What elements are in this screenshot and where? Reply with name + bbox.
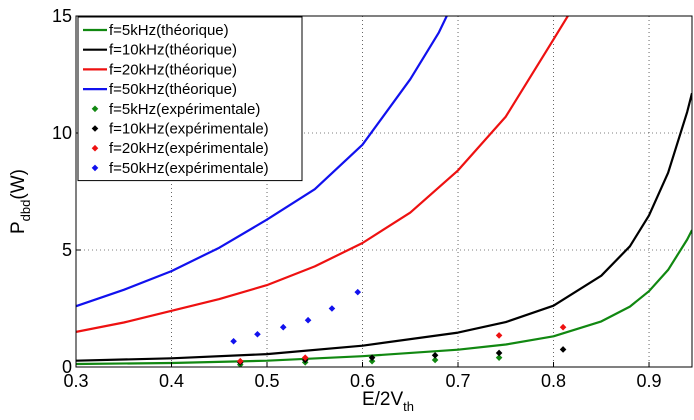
x-tick-label: 0.7 [445,371,470,391]
legend-entry-label: f=20kHz(théorique) [109,61,237,78]
x-axis-label: E/2Vth [362,389,414,414]
legend-marker-swatch [91,105,99,113]
data-point [304,316,312,324]
y-tick-label: 15 [52,6,72,26]
data-point [368,357,376,365]
data-point [559,346,567,353]
x-axis-label-subscript: th [403,399,414,414]
data-point [301,354,309,361]
data-point [254,330,261,338]
legend-entry-label: f=5kHz(théorique) [109,22,229,39]
y-axis-label: Pdbd(W) [8,169,33,234]
x-axis-label-main: E/2V [362,389,404,410]
x-tick-label: 0.6 [350,371,375,391]
legend-entry-label: f=20kHz(expérimentale) [109,140,269,157]
data-point [236,357,244,365]
legend-marker-swatch [91,144,99,152]
data-point [230,337,237,345]
x-tick-label: 0.3 [63,371,88,391]
data-point [368,354,376,361]
axis-ticks: 0.3 0.4 0.5 0.6 0.7 0.8 0.9 0 5 10 15 [52,6,662,391]
x-tick-label: 0.5 [254,371,279,391]
plot-frame [75,15,693,368]
y-axis-label-subscript: dbd [18,200,33,222]
y-tick-label: 0 [62,357,72,377]
y-axis-label-main: P [8,221,29,234]
legend-marker-swatch [91,125,99,132]
data-point [354,288,362,296]
x-tick-label: 0.4 [159,371,184,391]
data-point [431,356,439,364]
legend-box [77,16,303,182]
y-tick-label: 5 [62,240,72,260]
y-axis-label-unit: (W) [8,169,29,200]
x-tick-label: 0.9 [637,371,662,391]
data-point [279,323,287,331]
x-tick-label: 0.8 [541,371,566,391]
series-line-1 [76,92,692,362]
legend-entry-label: f=50kHz(théorique) [109,81,237,98]
data-point [495,332,503,339]
data-point [328,305,336,312]
series-line-2 [76,16,570,333]
legend-entry-label: f=10kHz(expérimentale) [109,121,269,138]
y-tick-label: 10 [52,123,72,143]
legend-entry-label: f=50kHz(expérimentale) [109,160,269,177]
legend: f=5kHz(théorique) f=10kHz(théorique) f=20k… [77,16,303,182]
data-point [495,349,503,357]
legend-entry-label: f=10kHz(théorique) [109,42,237,59]
data-point [431,352,439,359]
series-line-3 [76,16,448,308]
legend-entry-label: f=5kHz(expérimentale) [109,101,260,118]
series-line-0 [76,229,692,366]
data-point [495,354,503,361]
legend-marker-swatch [91,164,99,172]
data-point [559,323,567,331]
plot-area [76,16,692,367]
